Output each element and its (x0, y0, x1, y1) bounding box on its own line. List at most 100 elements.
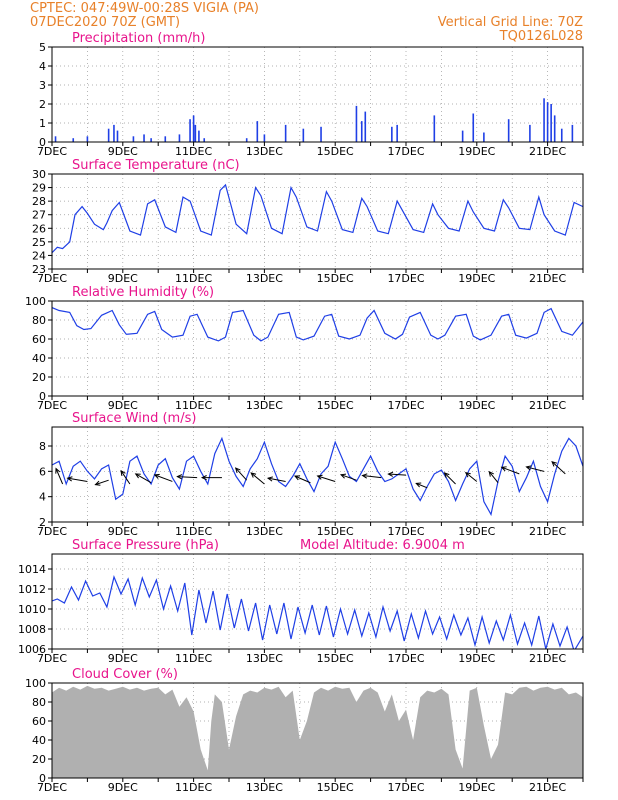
wind-vector-head (66, 476, 73, 482)
panel-title: Surface Temperature (nC) (72, 158, 240, 173)
wind-vector-head (234, 467, 241, 474)
wind-vector (234, 467, 248, 481)
marks-wind (52, 436, 583, 517)
y-tick-label: 40 (32, 734, 46, 747)
y-tick-label: 30 (32, 168, 46, 181)
precip-bar (461, 130, 464, 142)
y-tick-label: 2 (39, 98, 46, 111)
rh-series-line (52, 307, 583, 342)
wind-vector (250, 472, 265, 485)
y-tick-label: 100 (25, 677, 46, 690)
x-tick-label: 7DEC (37, 145, 67, 158)
wind-vector-head (94, 480, 101, 486)
wind-vector-head (153, 473, 160, 479)
x-tick-label: 15DEC (317, 525, 354, 538)
y-tick-label: 100 (25, 295, 46, 308)
marks-precip (54, 98, 574, 142)
wind-vector-shaft (135, 473, 152, 484)
wind-vector (415, 482, 428, 489)
wind-vector-shaft (250, 472, 265, 485)
y-tick-label: 20 (32, 371, 46, 384)
y-tick-label: 1012 (18, 583, 46, 596)
wind-vector (266, 476, 286, 482)
wind-vector (551, 460, 566, 475)
station-label: CPTEC: 047:49W-00:28S VIGIA (PA) (30, 1, 259, 16)
marks-temp (52, 183, 583, 254)
y-tick-label: 1008 (18, 623, 46, 636)
panel-frame (51, 426, 584, 523)
wind-vector (293, 475, 311, 484)
wind-vector-head (200, 475, 207, 481)
wind-vector (387, 471, 407, 477)
wind-vector-shaft (95, 479, 109, 486)
x-tick-label: 19DEC (458, 145, 495, 158)
wind-vector-shaft (416, 482, 428, 489)
x-tick-label: 19DEC (458, 781, 495, 794)
wind-vector-head (316, 474, 323, 480)
y-tick-label: 1010 (18, 603, 46, 616)
precip-bar (245, 138, 248, 142)
wind-vector (134, 473, 152, 484)
precip-bar (543, 98, 545, 142)
x-tick-label: 19DEC (458, 272, 495, 285)
y-tick-label: 0 (39, 772, 46, 785)
precip-bar (355, 105, 358, 142)
precip-bar (263, 134, 266, 142)
wind-vector-shaft (340, 474, 357, 481)
wind-vector (443, 472, 456, 485)
x-tick-label: 17DEC (387, 525, 424, 538)
panel-title: Precipitation (mm/h) (72, 31, 205, 46)
x-tick-label: 11DEC (175, 781, 212, 794)
y-tick-label: 80 (32, 696, 46, 709)
x-tick-label: 7DEC (37, 399, 67, 412)
x-tick-label: 7DEC (37, 652, 67, 665)
x-tick-label: 9DEC (108, 781, 138, 794)
precip-bar (107, 128, 110, 142)
wind-vector (316, 474, 336, 482)
y-tick-label: 40 (32, 352, 46, 365)
wind-vector-shaft (294, 475, 311, 484)
wind-vector-head (134, 473, 141, 479)
marks-pres (52, 575, 583, 649)
x-tick-label: 7DEC (37, 525, 67, 538)
wind-vector-shaft (154, 474, 173, 482)
wind-vector-head (525, 465, 532, 471)
x-tick-label: 15DEC (317, 781, 354, 794)
wind-vector (66, 476, 88, 482)
y-tick-label: 0 (39, 136, 46, 149)
precip-bar (86, 136, 89, 142)
x-tick-label: 17DEC (387, 145, 424, 158)
wind-vector-head (339, 473, 347, 479)
wind-vector (55, 467, 64, 485)
marks-cloud (52, 685, 583, 778)
wind-vector-shaft (67, 477, 88, 482)
wind-vector-shaft (120, 470, 131, 485)
x-tick-label: 17DEC (387, 652, 424, 665)
x-tick-label: 17DEC (387, 781, 424, 794)
precip-bar (553, 115, 556, 142)
x-tick-label: 9DEC (108, 652, 138, 665)
grid-rh (52, 301, 583, 396)
wind-vectors (55, 460, 566, 489)
x-tick-label: 15DEC (317, 272, 354, 285)
x-tick-label: 19DEC (458, 399, 495, 412)
wind-vector-head (361, 473, 368, 479)
wind-vector-shaft (177, 476, 198, 479)
y-tick-label: 1014 (18, 563, 46, 576)
panel-precip: 0 1 2 3 4 5 7DEC 9DEC 11DEC 13DEC 15DEC 17DEC 19DEC 2… (37, 31, 584, 158)
wind-vector-shaft (488, 471, 499, 484)
precip-bar (433, 115, 436, 142)
wind-vector-head (293, 475, 301, 481)
precip-bar (529, 124, 531, 142)
x-tick-label: 21DEC (529, 525, 566, 538)
precip-bar (72, 138, 75, 142)
y-tick-label: 25 (32, 236, 46, 249)
y-tick-label: 5 (39, 41, 46, 54)
y-tick-label: 23 (32, 263, 46, 276)
y-tick-label: 29 (32, 182, 46, 195)
wind-vector-head (120, 469, 126, 476)
x-tick-label: 21DEC (529, 145, 566, 158)
x-tick-label: 13DEC (246, 652, 283, 665)
precip-bar (360, 121, 363, 142)
